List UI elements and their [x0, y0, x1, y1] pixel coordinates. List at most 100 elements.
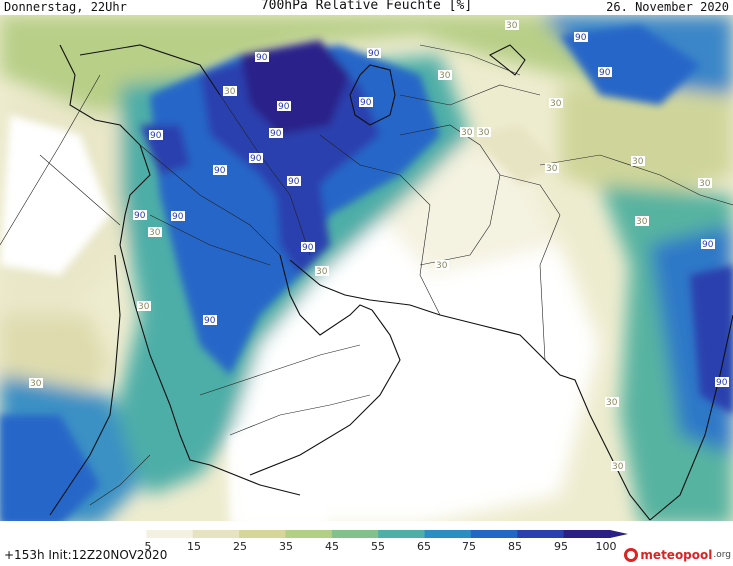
- contour-label-30: 30: [148, 227, 162, 238]
- svg-text:30: 30: [612, 462, 624, 472]
- svg-text:90: 90: [575, 33, 587, 43]
- svg-text:30: 30: [30, 379, 42, 389]
- contour-label-30: 30: [505, 20, 519, 31]
- svg-text:30: 30: [224, 87, 236, 97]
- contour-label-30: 30: [435, 260, 449, 271]
- svg-text:90: 90: [368, 49, 380, 59]
- contour-label-30: 30: [549, 98, 563, 109]
- colorbar-segment: [563, 530, 611, 538]
- colorbar-segment: [331, 530, 379, 538]
- svg-text:90: 90: [288, 177, 300, 187]
- svg-text:30: 30: [436, 261, 448, 271]
- svg-text:30: 30: [550, 99, 562, 109]
- contour-label-90: 90: [574, 32, 588, 43]
- contour-label-30: 30: [698, 178, 712, 189]
- colorbar: [100, 530, 630, 538]
- svg-text:30: 30: [632, 157, 644, 167]
- svg-text:30: 30: [478, 128, 490, 138]
- colorbar-tick: 25: [233, 540, 247, 553]
- svg-text:30: 30: [606, 398, 618, 408]
- colorbar-tick: 95: [554, 540, 568, 553]
- svg-text:30: 30: [316, 267, 328, 277]
- contour-label-90: 90: [301, 242, 315, 253]
- svg-text:30: 30: [439, 71, 451, 81]
- map-title: 700hPa Relative Feuchte [%]: [260, 0, 473, 13]
- contour-label-90: 90: [149, 130, 163, 141]
- logo-tld: .org: [713, 550, 731, 560]
- contour-label-90: 90: [598, 67, 612, 78]
- svg-text:90: 90: [214, 166, 226, 176]
- meteopool-logo-icon: [624, 548, 639, 562]
- colorbar-tick: 35: [279, 540, 293, 553]
- contour-label-90: 90: [203, 315, 217, 326]
- colorbar-tick: 45: [325, 540, 339, 553]
- colorbar-tick: 65: [417, 540, 431, 553]
- run-info: +153h Init:12Z20NOV2020: [4, 548, 168, 562]
- colorbar-arrow: [610, 530, 628, 538]
- contour-label-30: 30: [315, 266, 329, 277]
- svg-text:30: 30: [149, 228, 161, 238]
- svg-text:90: 90: [360, 98, 372, 108]
- contour-label-30: 30: [460, 127, 474, 138]
- svg-text:90: 90: [172, 212, 184, 222]
- colorbar-tick: 100: [595, 540, 617, 553]
- contour-label-30: 30: [438, 70, 452, 81]
- svg-text:90: 90: [256, 53, 268, 63]
- svg-text:30: 30: [461, 128, 473, 138]
- colorbar-segment: [378, 530, 426, 538]
- colorbar-tick: 55: [371, 540, 385, 553]
- svg-text:90: 90: [702, 240, 714, 250]
- contour-label-30: 30: [223, 86, 237, 97]
- colorbar-segment: [517, 530, 565, 538]
- colorbar-segment: [146, 530, 194, 538]
- meteopool-logo[interactable]: meteopool .org: [624, 546, 731, 564]
- svg-text:90: 90: [599, 68, 611, 78]
- contour-label-30: 30: [545, 163, 559, 174]
- colorbar-segment: [285, 530, 333, 538]
- borders: [0, 44, 733, 506]
- forecast-time: Donnerstag, 22Uhr: [4, 0, 127, 14]
- svg-text:90: 90: [134, 211, 146, 221]
- contour-label-90: 90: [171, 211, 185, 222]
- forecast-date: 26. November 2020: [606, 0, 729, 14]
- colorbar-segment: [239, 530, 286, 538]
- svg-text:90: 90: [204, 316, 216, 326]
- contour-label-90: 90: [133, 210, 147, 221]
- svg-text:90: 90: [278, 102, 290, 112]
- colorbar-segment: [192, 530, 240, 538]
- contour-label-90: 90: [359, 97, 373, 108]
- colorbar-tick: 85: [508, 540, 522, 553]
- contour-label-90: 90: [701, 239, 715, 250]
- contour-label-90: 90: [249, 153, 263, 164]
- colorbar-segment: [100, 530, 147, 538]
- contour-label-90: 90: [715, 377, 729, 388]
- contour-label-90: 90: [213, 165, 227, 176]
- svg-text:30: 30: [699, 179, 711, 189]
- svg-text:90: 90: [150, 131, 162, 141]
- contour-label-90: 90: [287, 176, 301, 187]
- svg-text:90: 90: [302, 243, 314, 253]
- contour-label-30: 30: [29, 378, 43, 389]
- contour-label-90: 90: [367, 48, 381, 59]
- contour-label-30: 30: [631, 156, 645, 167]
- humidity-map: 90 90 90 90 90 90 90 90 90 90 90 90 90 9…: [0, 15, 733, 525]
- contour-label-30: 30: [137, 301, 151, 312]
- contour-label-30: 30: [605, 397, 619, 408]
- svg-text:30: 30: [138, 302, 150, 312]
- contour-label-30: 30: [635, 216, 649, 227]
- coastlines: [49, 44, 733, 521]
- colorbar-tick: 75: [462, 540, 476, 553]
- svg-text:90: 90: [716, 378, 728, 388]
- colorbar-tick: 15: [187, 540, 201, 553]
- colorbar-segment: [424, 530, 472, 538]
- contour-label-90: 90: [277, 101, 291, 112]
- colorbar-tick: 5: [144, 540, 152, 553]
- svg-text:30: 30: [506, 21, 518, 31]
- svg-text:30: 30: [636, 217, 648, 227]
- svg-text:90: 90: [250, 154, 262, 164]
- logo-text: meteopool: [640, 548, 713, 562]
- svg-text:30: 30: [546, 164, 558, 174]
- contour-label-90: 90: [269, 128, 283, 139]
- svg-text:90: 90: [270, 129, 282, 139]
- contour-label-30: 30: [611, 461, 625, 472]
